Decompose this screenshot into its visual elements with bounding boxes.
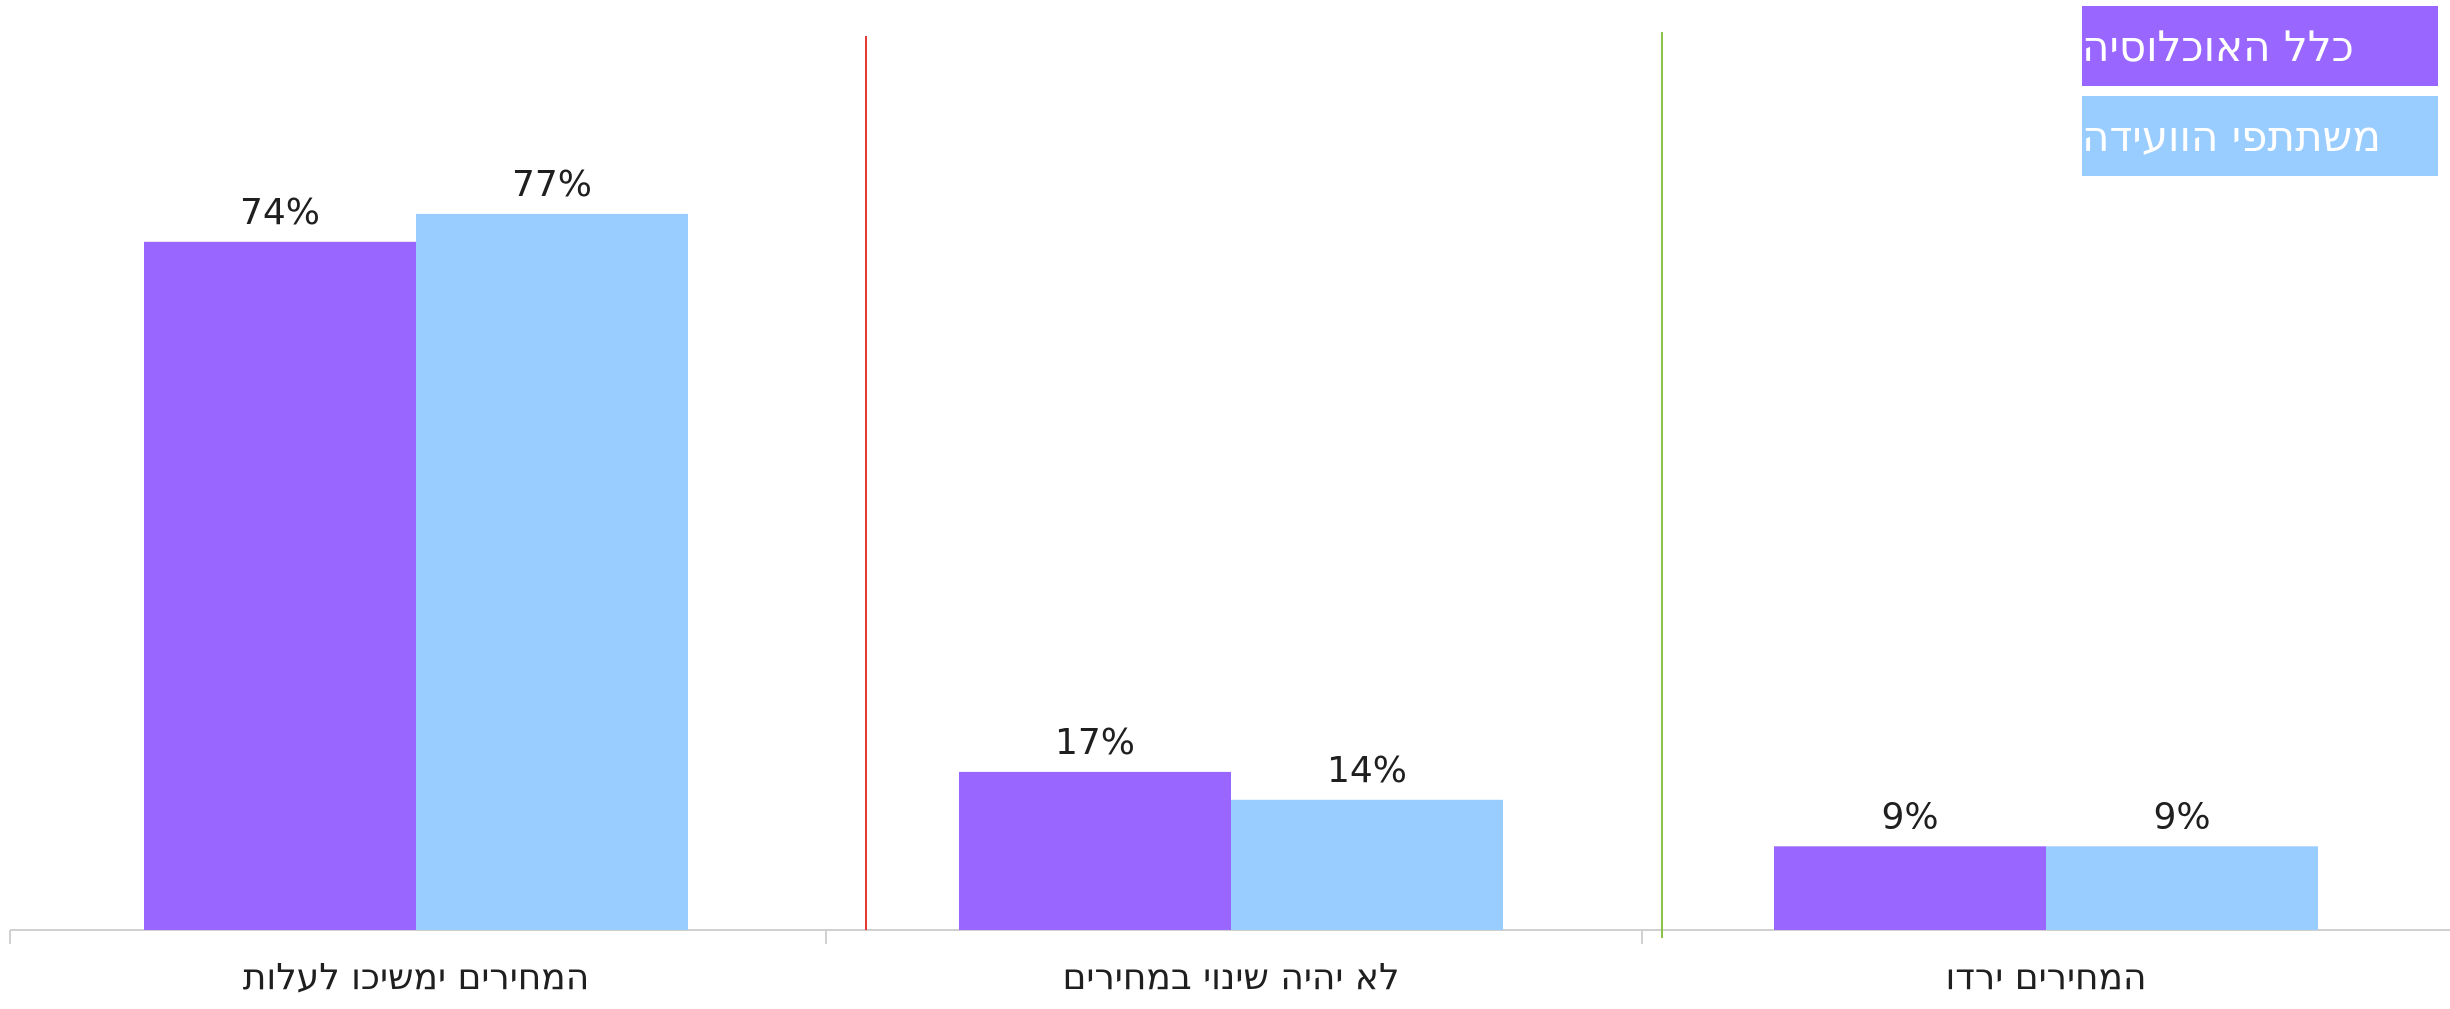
data-label-conference-0: 77% [512, 164, 592, 205]
bar-population-1 [959, 772, 1231, 930]
data-label-population-0: 74% [240, 192, 320, 233]
category-label-prices-will-fall: המחירים ירדו [1639, 960, 2450, 996]
legend-item-conference-participants: משתתפי הוועידה [2082, 96, 2438, 176]
category-label-no-change: לא יהיה שינוי במחירים [824, 960, 1639, 996]
bar-conference-1 [1231, 800, 1503, 930]
chart-legend: כלל האוכלוסיה משתתפי הוועידה [2082, 6, 2438, 176]
bar-conference-0 [416, 214, 688, 930]
category-label-prices-will-rise: המחירים ימשיכו לעלות [9, 960, 824, 996]
data-label-population-1: 17% [1055, 722, 1135, 763]
bar-population-2 [1774, 846, 2046, 930]
bar-conference-2 [2046, 846, 2318, 930]
legend-item-population: כלל האוכלוסיה [2082, 6, 2438, 86]
data-label-population-2: 9% [1881, 796, 1938, 837]
bar-population-0 [144, 242, 416, 930]
data-label-conference-1: 14% [1327, 750, 1407, 791]
category-labels: המחירים ימשיכו לעלות לא יהיה שינוי במחיר… [0, 960, 2450, 1000]
data-label-conference-2: 9% [2153, 796, 2210, 837]
